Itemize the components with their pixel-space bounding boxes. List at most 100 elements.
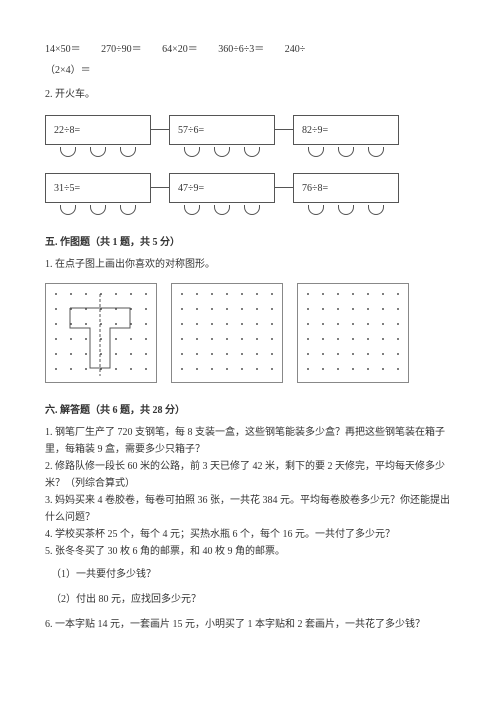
grid-dot bbox=[307, 338, 309, 340]
sec5-q1: 1. 在点子图上画出你喜欢的对称图形。 bbox=[45, 256, 455, 273]
train-car-label: 76÷8= bbox=[293, 173, 399, 203]
wheel-icon bbox=[90, 147, 106, 157]
grid-dot bbox=[352, 293, 354, 295]
grid-dot bbox=[382, 308, 384, 310]
wheel-icon bbox=[244, 147, 260, 157]
arith-item: 64×20＝ bbox=[162, 40, 198, 55]
grid-dot bbox=[145, 338, 147, 340]
grid-dot bbox=[397, 338, 399, 340]
wheel-icon bbox=[60, 205, 76, 215]
train-car: 82÷9= bbox=[293, 115, 399, 157]
grid-dot bbox=[100, 323, 102, 325]
grid-dot bbox=[130, 338, 132, 340]
grid-dot bbox=[352, 353, 354, 355]
grid-dot bbox=[337, 353, 339, 355]
grid-dot bbox=[352, 308, 354, 310]
wheel-icon bbox=[368, 205, 384, 215]
grid-dot bbox=[181, 308, 183, 310]
grid-dot bbox=[55, 338, 57, 340]
grid-dot bbox=[115, 293, 117, 295]
grid-dot bbox=[181, 368, 183, 370]
train-link bbox=[151, 129, 169, 130]
grid-dot bbox=[85, 368, 87, 370]
grid-dot bbox=[196, 368, 198, 370]
grid-dot bbox=[397, 308, 399, 310]
train-car-label: 57÷6= bbox=[169, 115, 275, 145]
grid-dot bbox=[196, 353, 198, 355]
grid-dot bbox=[115, 308, 117, 310]
sec6-q2: 2. 修路队修一段长 60 米的公路，前 3 天已修了 42 米，剩下的要 2 … bbox=[45, 458, 455, 492]
grid-dot bbox=[226, 338, 228, 340]
grid-dot bbox=[211, 308, 213, 310]
grid-dot bbox=[367, 308, 369, 310]
grid-dot bbox=[181, 338, 183, 340]
grid-dot bbox=[337, 338, 339, 340]
wheel-icon bbox=[338, 147, 354, 157]
section-5-title: 五. 作图题（共 1 题，共 5 分） bbox=[45, 233, 455, 248]
train-wheels bbox=[45, 205, 151, 215]
dot-grid bbox=[171, 283, 283, 383]
grid-dot bbox=[307, 368, 309, 370]
grid-dot bbox=[322, 293, 324, 295]
grid-dot bbox=[337, 293, 339, 295]
grid-dot bbox=[145, 368, 147, 370]
grid-dot bbox=[241, 293, 243, 295]
grid-dot bbox=[367, 293, 369, 295]
train-wheels bbox=[45, 147, 151, 157]
grid-dot bbox=[226, 293, 228, 295]
train-car: 57÷6= bbox=[169, 115, 275, 157]
train-car: 47÷9= bbox=[169, 173, 275, 215]
grid-dot bbox=[241, 308, 243, 310]
dot-grids bbox=[45, 283, 455, 383]
sec6-q3: 3. 妈妈买来 4 卷胶卷，每卷可拍照 36 张，一共花 384 元。平均每卷胶… bbox=[45, 492, 455, 526]
grid-dot bbox=[70, 293, 72, 295]
grid-dot bbox=[115, 323, 117, 325]
grid-dot bbox=[382, 353, 384, 355]
grid-dot bbox=[397, 293, 399, 295]
grid-dot bbox=[367, 368, 369, 370]
sec6-q1: 1. 钢笔厂生产了 720 支钢笔，每 8 支装一盒，这些钢笔能装多少盒？再把这… bbox=[45, 424, 455, 458]
grid-dot bbox=[181, 353, 183, 355]
grid-dot bbox=[367, 353, 369, 355]
grid-dot bbox=[70, 308, 72, 310]
train-wheels bbox=[293, 205, 399, 215]
grid-dot bbox=[271, 368, 273, 370]
grid-dot bbox=[226, 353, 228, 355]
sec6-q6: 6. 一本字贴 14 元，一套画片 15 元，小明买了 1 本字贴和 2 套画片… bbox=[45, 616, 455, 633]
grid-dot bbox=[241, 338, 243, 340]
dot-grid bbox=[45, 283, 157, 383]
grid-dot bbox=[322, 308, 324, 310]
train-link bbox=[275, 187, 293, 188]
grid-dot bbox=[100, 353, 102, 355]
grid-dot bbox=[55, 323, 57, 325]
grid-dot bbox=[145, 353, 147, 355]
arithmetic-row: 14×50＝ 270÷90＝ 64×20＝ 360÷6÷3＝ 240÷ bbox=[45, 40, 455, 55]
symmetry-shape bbox=[46, 284, 158, 384]
grid-dot bbox=[196, 338, 198, 340]
grid-dot bbox=[271, 338, 273, 340]
wheel-icon bbox=[60, 147, 76, 157]
grid-dot bbox=[130, 308, 132, 310]
grid-dot bbox=[196, 293, 198, 295]
grid-dot bbox=[226, 368, 228, 370]
grid-dot bbox=[55, 293, 57, 295]
grid-dot bbox=[100, 338, 102, 340]
grid-dot bbox=[181, 293, 183, 295]
grid-dot bbox=[256, 338, 258, 340]
train-wheels bbox=[293, 147, 399, 157]
grid-dot bbox=[271, 323, 273, 325]
grid-dot bbox=[130, 368, 132, 370]
grid-dot bbox=[85, 338, 87, 340]
grid-dot bbox=[211, 323, 213, 325]
grid-dot bbox=[85, 323, 87, 325]
grid-dot bbox=[100, 293, 102, 295]
sec6-q5: 5. 张冬冬买了 30 枚 6 角的邮票，和 40 枚 9 角的邮票。 bbox=[45, 543, 455, 560]
grid-dot bbox=[85, 353, 87, 355]
grid-dot bbox=[145, 293, 147, 295]
q2-label: 2. 开火车。 bbox=[45, 86, 455, 103]
wheel-icon bbox=[120, 147, 136, 157]
grid-dot bbox=[322, 323, 324, 325]
grid-dot bbox=[130, 323, 132, 325]
grid-dot bbox=[145, 308, 147, 310]
arith-cont: （2×4）＝ bbox=[45, 65, 91, 76]
